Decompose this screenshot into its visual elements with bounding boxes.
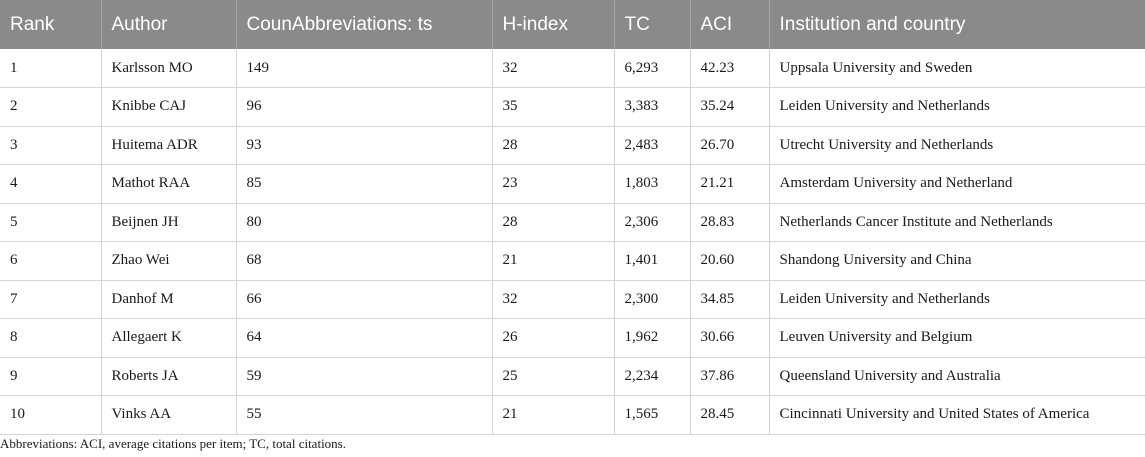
cell-aci: 21.21: [689, 164, 769, 204]
cell-rank: 7: [0, 280, 101, 319]
cell-h-index: 26: [491, 318, 614, 358]
cell-aci: 37.86: [689, 357, 769, 396]
table-footnote: Abbreviations: ACI, average citations pe…: [0, 436, 346, 451]
cell-aci: 35.24: [689, 87, 769, 127]
cell-tc: 1,401: [613, 241, 690, 281]
table-row: 1 Karlsson MO 149 32 6,293 42.23 Uppsala…: [0, 49, 1145, 88]
cell-h-index: 21: [491, 241, 614, 281]
column-header-aci: ACI: [689, 0, 769, 49]
cell-h-index: 35: [491, 87, 614, 127]
cell-h-index: 25: [491, 357, 614, 396]
cell-h-index: 28: [491, 126, 614, 165]
cell-aci: 28.45: [689, 395, 769, 435]
table-row: 9 Roberts JA 59 25 2,234 37.86 Queenslan…: [0, 357, 1145, 396]
cell-author: Allegaert K: [100, 318, 236, 358]
cell-counts: 80: [235, 203, 492, 242]
cell-h-index: 23: [491, 164, 614, 204]
table-row: 6 Zhao Wei 68 21 1,401 20.60 Shandong Un…: [0, 241, 1145, 281]
column-header-h-index: H-index: [491, 0, 614, 49]
cell-tc: 6,293: [613, 49, 690, 88]
cell-author: Vinks AA: [100, 395, 236, 435]
authors-table: Rank Author CounAbbreviations: ts H-inde…: [0, 0, 1145, 435]
cell-institution: Leiden University and Netherlands: [768, 87, 1145, 127]
cell-institution: Leiden University and Netherlands: [768, 280, 1145, 319]
cell-rank: 6: [0, 241, 101, 281]
table-row: 5 Beijnen JH 80 28 2,306 28.83 Netherlan…: [0, 203, 1145, 242]
cell-institution: Cincinnati University and United States …: [768, 395, 1145, 435]
cell-author: Roberts JA: [100, 357, 236, 396]
cell-tc: 1,565: [613, 395, 690, 435]
column-header-institution: Institution and country: [768, 0, 1145, 49]
column-header-author: Author: [100, 0, 236, 49]
cell-tc: 2,300: [613, 280, 690, 319]
header-row: Rank Author CounAbbreviations: ts H-inde…: [0, 0, 1145, 49]
cell-author: Danhof M: [100, 280, 236, 319]
cell-institution: Utrecht University and Netherlands: [768, 126, 1145, 165]
cell-author: Beijnen JH: [100, 203, 236, 242]
cell-rank: 5: [0, 203, 101, 242]
table-row: 7 Danhof M 66 32 2,300 34.85 Leiden Univ…: [0, 280, 1145, 319]
cell-aci: 34.85: [689, 280, 769, 319]
cell-aci: 42.23: [689, 49, 769, 88]
cell-tc: 2,234: [613, 357, 690, 396]
cell-rank: 8: [0, 318, 101, 358]
cell-aci: 30.66: [689, 318, 769, 358]
cell-counts: 66: [235, 280, 492, 319]
cell-rank: 4: [0, 164, 101, 204]
cell-aci: 28.83: [689, 203, 769, 242]
cell-rank: 1: [0, 49, 101, 88]
cell-institution: Netherlands Cancer Institute and Netherl…: [768, 203, 1145, 242]
cell-author: Knibbe CAJ: [100, 87, 236, 127]
cell-counts: 68: [235, 241, 492, 281]
cell-counts: 96: [235, 87, 492, 127]
cell-author: Zhao Wei: [100, 241, 236, 281]
table-row: 3 Huitema ADR 93 28 2,483 26.70 Utrecht …: [0, 126, 1145, 165]
cell-rank: 2: [0, 87, 101, 127]
table-row: 4 Mathot RAA 85 23 1,803 21.21 Amsterdam…: [0, 164, 1145, 204]
cell-tc: 2,306: [613, 203, 690, 242]
table-row: 8 Allegaert K 64 26 1,962 30.66 Leuven U…: [0, 318, 1145, 358]
cell-counts: 55: [235, 395, 492, 435]
cell-institution: Uppsala University and Sweden: [768, 49, 1145, 88]
cell-tc: 1,803: [613, 164, 690, 204]
cell-tc: 2,483: [613, 126, 690, 165]
cell-rank: 10: [0, 395, 101, 435]
cell-institution: Queensland University and Australia: [768, 357, 1145, 396]
cell-counts: 64: [235, 318, 492, 358]
cell-author: Karlsson MO: [100, 49, 236, 88]
cell-rank: 9: [0, 357, 101, 396]
cell-aci: 20.60: [689, 241, 769, 281]
column-header-tc: TC: [613, 0, 690, 49]
cell-counts: 93: [235, 126, 492, 165]
cell-h-index: 32: [491, 49, 614, 88]
cell-h-index: 32: [491, 280, 614, 319]
cell-author: Huitema ADR: [100, 126, 236, 165]
cell-rank: 3: [0, 126, 101, 165]
cell-h-index: 21: [491, 395, 614, 435]
cell-counts: 59: [235, 357, 492, 396]
cell-counts: 85: [235, 164, 492, 204]
table-header: Rank Author CounAbbreviations: ts H-inde…: [0, 0, 1145, 49]
cell-institution: Shandong University and China: [768, 241, 1145, 281]
column-header-counts: CounAbbreviations: ts: [235, 0, 492, 49]
column-header-rank: Rank: [10, 13, 55, 35]
cell-institution: Amsterdam University and Netherland: [768, 164, 1145, 204]
cell-counts: 149: [235, 49, 492, 88]
table-row: 2 Knibbe CAJ 96 35 3,383 35.24 Leiden Un…: [0, 87, 1145, 127]
cell-h-index: 28: [491, 203, 614, 242]
cell-tc: 1,962: [613, 318, 690, 358]
table-body: 1 Karlsson MO 149 32 6,293 42.23 Uppsala…: [0, 49, 1145, 435]
cell-author: Mathot RAA: [100, 164, 236, 204]
cell-aci: 26.70: [689, 126, 769, 165]
cell-institution: Leuven University and Belgium: [768, 318, 1145, 358]
table-row: 10 Vinks AA 55 21 1,565 28.45 Cincinnati…: [0, 395, 1145, 435]
cell-tc: 3,383: [613, 87, 690, 127]
